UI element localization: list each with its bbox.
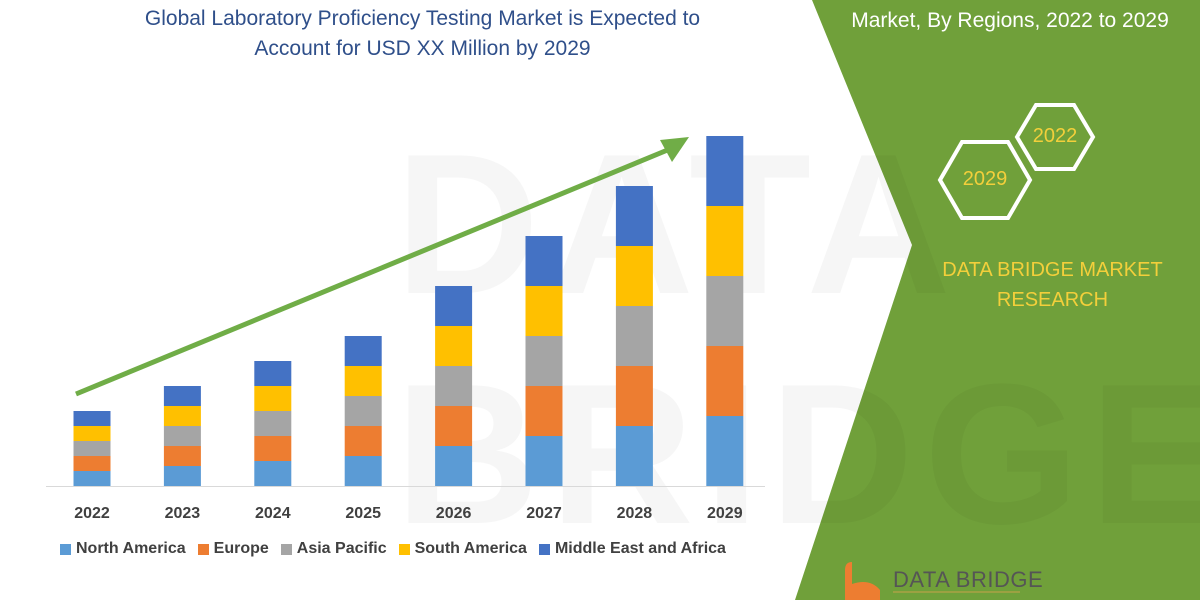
legend-label: South America xyxy=(414,540,527,557)
bar-segment-2029-north-america xyxy=(706,416,744,486)
bar-segment-2027-middle-east-and-africa xyxy=(525,236,563,286)
hex-label-2029: 2029 xyxy=(962,168,1008,190)
bar-segment-2028-asia-pacific xyxy=(615,306,653,366)
hexagon-2022-icon xyxy=(1014,103,1096,171)
bar-segment-2029-asia-pacific xyxy=(706,276,744,346)
trend-arrow xyxy=(75,146,671,397)
bar-segment-2029-europe xyxy=(706,346,744,416)
bar-segment-2024-south-america xyxy=(254,386,292,411)
bar-segment-2028-north-america xyxy=(615,426,653,486)
bar-segment-2029-south-america xyxy=(706,206,744,276)
hexagon-2029-icon xyxy=(937,140,1033,220)
logo-text: DATA BRIDGE xyxy=(893,567,1044,592)
bar-segment-2026-asia-pacific xyxy=(435,366,473,406)
bar-segment-2026-middle-east-and-africa xyxy=(435,286,473,326)
legend: North America Europe Asia Pacific South Ame… xyxy=(60,540,726,558)
x-tick-label: 2029 xyxy=(707,505,743,522)
legend-label: North America xyxy=(76,540,186,557)
legend-swatch xyxy=(280,543,292,555)
legend-item: Middle East and Africa xyxy=(538,540,726,558)
bar-segment-2023-middle-east-and-africa xyxy=(163,386,201,406)
trend-arrow-head-icon xyxy=(660,137,689,162)
x-tick-label: 2026 xyxy=(436,505,472,522)
legend-swatch xyxy=(197,543,209,555)
bar-segment-2024-europe xyxy=(254,436,292,461)
bar-segment-2026-north-america xyxy=(435,446,473,486)
legend-swatch xyxy=(538,543,550,555)
x-tick-label: 2028 xyxy=(617,505,653,522)
x-tick-label: 2024 xyxy=(255,505,291,522)
brand-line-1: DATA BRIDGE MARKET xyxy=(942,259,1163,281)
chart-title-line-1: Global Laboratory Proficiency Testing Ma… xyxy=(144,7,701,30)
x-tick-label: 2023 xyxy=(165,505,201,522)
logo-icon xyxy=(845,562,1020,600)
bar-segment-2024-asia-pacific xyxy=(254,411,292,436)
legend-item: South America xyxy=(398,540,527,558)
bar-segment-2026-europe xyxy=(435,406,473,446)
legend-item: North America xyxy=(60,540,186,558)
bar-segment-2023-north-america xyxy=(163,466,201,486)
legend-label: Asia Pacific xyxy=(296,540,387,557)
bar-segment-2025-asia-pacific xyxy=(344,396,382,426)
x-tick-label: 2025 xyxy=(345,505,381,522)
bar-segment-2028-south-america xyxy=(615,246,653,306)
brand-text: DATA BRIDGE MARKET RESEARCH xyxy=(915,255,1190,315)
side-title: Market, By Regions, 2022 to 2029 xyxy=(851,9,1169,32)
bar-segment-2024-middle-east-and-africa xyxy=(254,361,292,386)
stacked-bar-chart: 2022 2023 2024 2025 2026 2027 2028 2029 xyxy=(46,136,765,522)
chart-title: Global Laboratory Proficiency Testing Ma… xyxy=(60,4,785,64)
brand-line-2: RESEARCH xyxy=(996,289,1109,311)
bar-segment-2027-europe xyxy=(525,386,563,436)
bar-segment-2028-europe xyxy=(615,366,653,426)
chart-title-line-2: Account for USD XX Million by 2029 xyxy=(254,37,591,60)
legend-swatch xyxy=(398,543,410,555)
bar-segment-2022-europe xyxy=(73,456,111,471)
x-tick-label: 2027 xyxy=(526,505,562,522)
bar-segment-2026-south-america xyxy=(435,326,473,366)
bar-segment-2028-middle-east-and-africa xyxy=(615,186,653,246)
x-tick-label: 2022 xyxy=(74,505,110,522)
bar-segment-2025-south-america xyxy=(344,366,382,396)
bar-segment-2024-north-america xyxy=(254,461,292,486)
bar-segment-2027-asia-pacific xyxy=(525,336,563,386)
legend-item: Europe xyxy=(197,540,269,558)
bar-segment-2029-middle-east-and-africa xyxy=(706,136,744,206)
legend-label: Europe xyxy=(213,540,269,557)
bar-segment-2027-south-america xyxy=(525,286,563,336)
bar-segment-2022-south-america xyxy=(73,426,111,441)
bar-segment-2022-asia-pacific xyxy=(73,441,111,456)
bar-segment-2023-asia-pacific xyxy=(163,426,201,446)
bar-segment-2023-europe xyxy=(163,446,201,466)
bar-segment-2025-middle-east-and-africa xyxy=(344,336,382,366)
legend-item: Asia Pacific xyxy=(280,540,387,558)
bar-segment-2025-north-america xyxy=(344,456,382,486)
bar-segment-2023-south-america xyxy=(163,406,201,426)
bar-segment-2027-north-america xyxy=(525,436,563,486)
hex-label-2022: 2022 xyxy=(1032,125,1078,147)
legend-label: Middle East and Africa xyxy=(554,540,726,557)
bar-segment-2022-middle-east-and-africa xyxy=(73,411,111,426)
bar-segment-2022-north-america xyxy=(73,471,111,486)
legend-swatch xyxy=(60,543,71,555)
bar-segment-2025-europe xyxy=(344,426,382,456)
